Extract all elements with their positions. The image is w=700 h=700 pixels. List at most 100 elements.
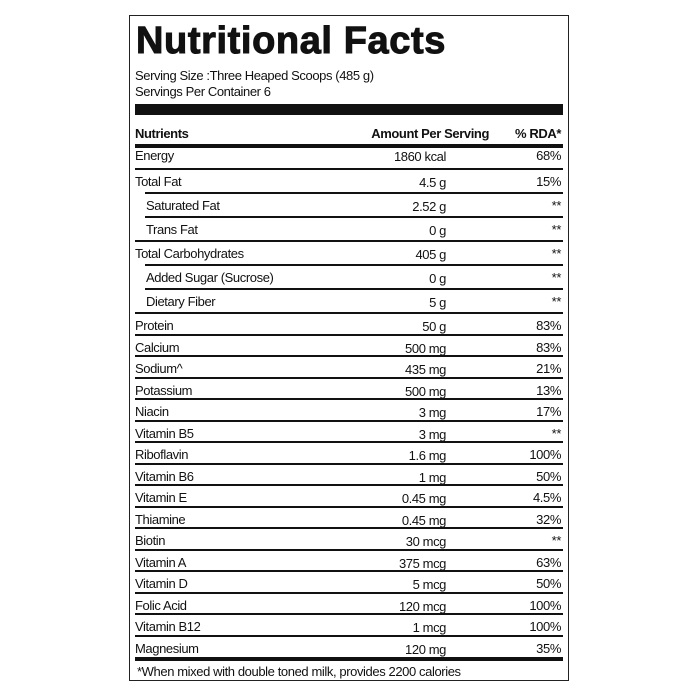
nutrient-rda: ** <box>551 425 562 441</box>
table-row: Vitamin E 0.45 mg 4.5% <box>135 484 563 506</box>
nutrient-name: Folic Acid <box>135 597 187 613</box>
nutrient-amount: 405 g <box>415 247 446 262</box>
header-nutrients: Nutrients <box>135 126 189 141</box>
nutrient-rda: 83% <box>536 318 561 333</box>
nutrient-amount: 1 mg <box>418 469 447 485</box>
nutrient-amount: 500 mg <box>405 340 446 356</box>
table-row: Biotin 30 mcg ** <box>135 527 563 549</box>
table-row: Vitamin A 375 mcg 63% <box>135 548 563 571</box>
nutrient-amount: 0.45 mg <box>401 491 447 506</box>
table-row: Vitamin B12 1 mcg 100% <box>135 613 563 635</box>
table-row: Vitamin B6 1 mg 50% <box>135 462 563 485</box>
table-row: Folic Acid 120 mcg 100% <box>135 591 563 614</box>
nutrient-name: Riboflavin <box>135 447 189 462</box>
table-row: Potassium 500 mg 13% <box>135 376 563 399</box>
nutrient-amount: 5 mcg <box>412 577 447 592</box>
nutrient-rda: ** <box>551 246 562 261</box>
nutrient-name: Total Fat <box>135 174 182 189</box>
nutrient-name: Vitamin D <box>135 576 188 591</box>
nutrient-amount: 0.45 mg <box>401 512 447 528</box>
nutrient-rda: 83% <box>536 339 561 355</box>
nutrient-rda: 17% <box>536 404 561 419</box>
nutrient-name: Vitamin B12 <box>135 619 201 634</box>
nutrient-amount: 500 mg <box>405 383 446 399</box>
nutrient-name: Sodium^ <box>135 361 183 376</box>
nutrient-rda: 50% <box>536 468 561 484</box>
nutrition-facts-label: Nutritional Facts Serving Size :Three He… <box>129 15 569 681</box>
table-row: Total Fat 4.5 g 15% <box>135 168 563 192</box>
servings-per-container: Servings Per Container 6 <box>135 84 271 99</box>
nutrient-name: Added Sugar (Sucrose) <box>146 270 274 285</box>
nutrient-name: Total Carbohydrates <box>135 246 244 261</box>
table-row: Niacin 3 mg 17% <box>135 398 563 420</box>
table-row: Dietary Fiber 5 g ** <box>145 288 563 312</box>
header-rda: % RDA* <box>515 126 561 141</box>
nutrient-rda: ** <box>551 533 562 548</box>
nutrient-name: Potassium <box>135 382 193 398</box>
nutrient-amount: 4.5 g <box>419 175 446 190</box>
table-row: Energy 1860 kcal 68% <box>135 144 563 168</box>
nutrient-rda: 50% <box>536 576 561 591</box>
nutrient-rda: 13% <box>536 382 561 398</box>
nutrient-rda: 15% <box>536 174 561 189</box>
table-row: Total Carbohydrates 405 g ** <box>135 240 563 264</box>
table-row: Sodium^ 435 mg 21% <box>135 355 563 377</box>
footer-divider <box>135 657 563 661</box>
nutrient-name: Energy <box>135 148 174 163</box>
nutrient-amount: 30 mcg <box>405 534 447 549</box>
nutrient-name: Trans Fat <box>146 222 198 237</box>
nutrient-amount: 435 mg <box>405 362 446 377</box>
nutrient-amount: 0 g <box>429 271 446 286</box>
table-row: Trans Fat 0 g ** <box>145 216 563 240</box>
table-row: Vitamin D 5 mcg 50% <box>135 570 563 592</box>
nutrient-rda: 68% <box>536 148 561 163</box>
nutrient-rda: 100% <box>529 619 561 634</box>
nutrient-name: Vitamin A <box>135 554 187 570</box>
nutrient-amount: 2.52 g <box>412 199 446 214</box>
thick-divider <box>135 104 563 115</box>
nutrient-rda: ** <box>551 198 562 213</box>
nutrient-name: Saturated Fat <box>146 198 220 213</box>
table-row: Vitamin B5 3 mg ** <box>135 419 563 442</box>
nutrient-amount: 120 mcg <box>398 598 446 614</box>
table-row: Protein 50 g 83% <box>135 312 563 334</box>
table-row: Thiamine 0.45 mg 32% <box>135 505 563 528</box>
nutrient-amount: 0 g <box>429 223 446 238</box>
nutrient-name: Vitamin B5 <box>135 425 194 441</box>
nutrient-rda: 4.5% <box>532 490 561 505</box>
serving-size: Serving Size :Three Heaped Scoops (485 g… <box>135 68 374 83</box>
label-title: Nutritional Facts <box>135 20 447 63</box>
nutrient-rda: ** <box>551 294 562 309</box>
nutrient-name: Vitamin E <box>135 490 187 505</box>
nutrient-amount: 120 mg <box>405 641 446 657</box>
nutrient-rda: 35% <box>536 640 561 656</box>
nutrient-amount: 3 mg <box>418 405 447 420</box>
nutrient-rda: ** <box>551 222 562 237</box>
nutrient-name: Biotin <box>135 533 166 548</box>
nutrient-name: Calcium <box>135 339 180 355</box>
nutrient-amount: 5 g <box>429 295 446 310</box>
footnote: *When mixed with double toned milk, prov… <box>137 664 461 679</box>
nutrient-amount: 375 mcg <box>398 555 446 571</box>
table-header: Nutrients Amount Per Serving % RDA* <box>135 120 563 148</box>
nutrient-amount: 50 g <box>422 319 446 334</box>
nutrient-rda: 32% <box>536 511 561 527</box>
nutrient-amount: 1 mcg <box>412 620 447 635</box>
nutrient-amount: 1.6 mg <box>408 448 447 463</box>
nutrient-amount: 1860 kcal <box>393 149 446 164</box>
table-row: Magnesium 120 mg 35% <box>135 634 563 657</box>
nutrient-name: Protein <box>135 318 174 333</box>
nutrient-name: Vitamin B6 <box>135 468 194 484</box>
nutrient-rda: 63% <box>536 554 561 570</box>
table-row: Riboflavin 1.6 mg 100% <box>135 441 563 463</box>
nutrient-rda: 21% <box>536 361 561 376</box>
nutrient-rda: ** <box>551 270 562 285</box>
nutrient-name: Dietary Fiber <box>146 294 216 309</box>
nutrient-rda: 100% <box>529 447 561 462</box>
nutrient-name: Magnesium <box>135 640 199 656</box>
table-row: Added Sugar (Sucrose) 0 g ** <box>145 264 563 288</box>
table-row: Calcium 500 mg 83% <box>135 333 563 356</box>
table-row: Saturated Fat 2.52 g ** <box>145 192 563 216</box>
nutrient-table: Energy 1860 kcal 68% Total Fat 4.5 g 15% Satur… <box>135 144 563 657</box>
nutrient-rda: 100% <box>529 597 561 613</box>
